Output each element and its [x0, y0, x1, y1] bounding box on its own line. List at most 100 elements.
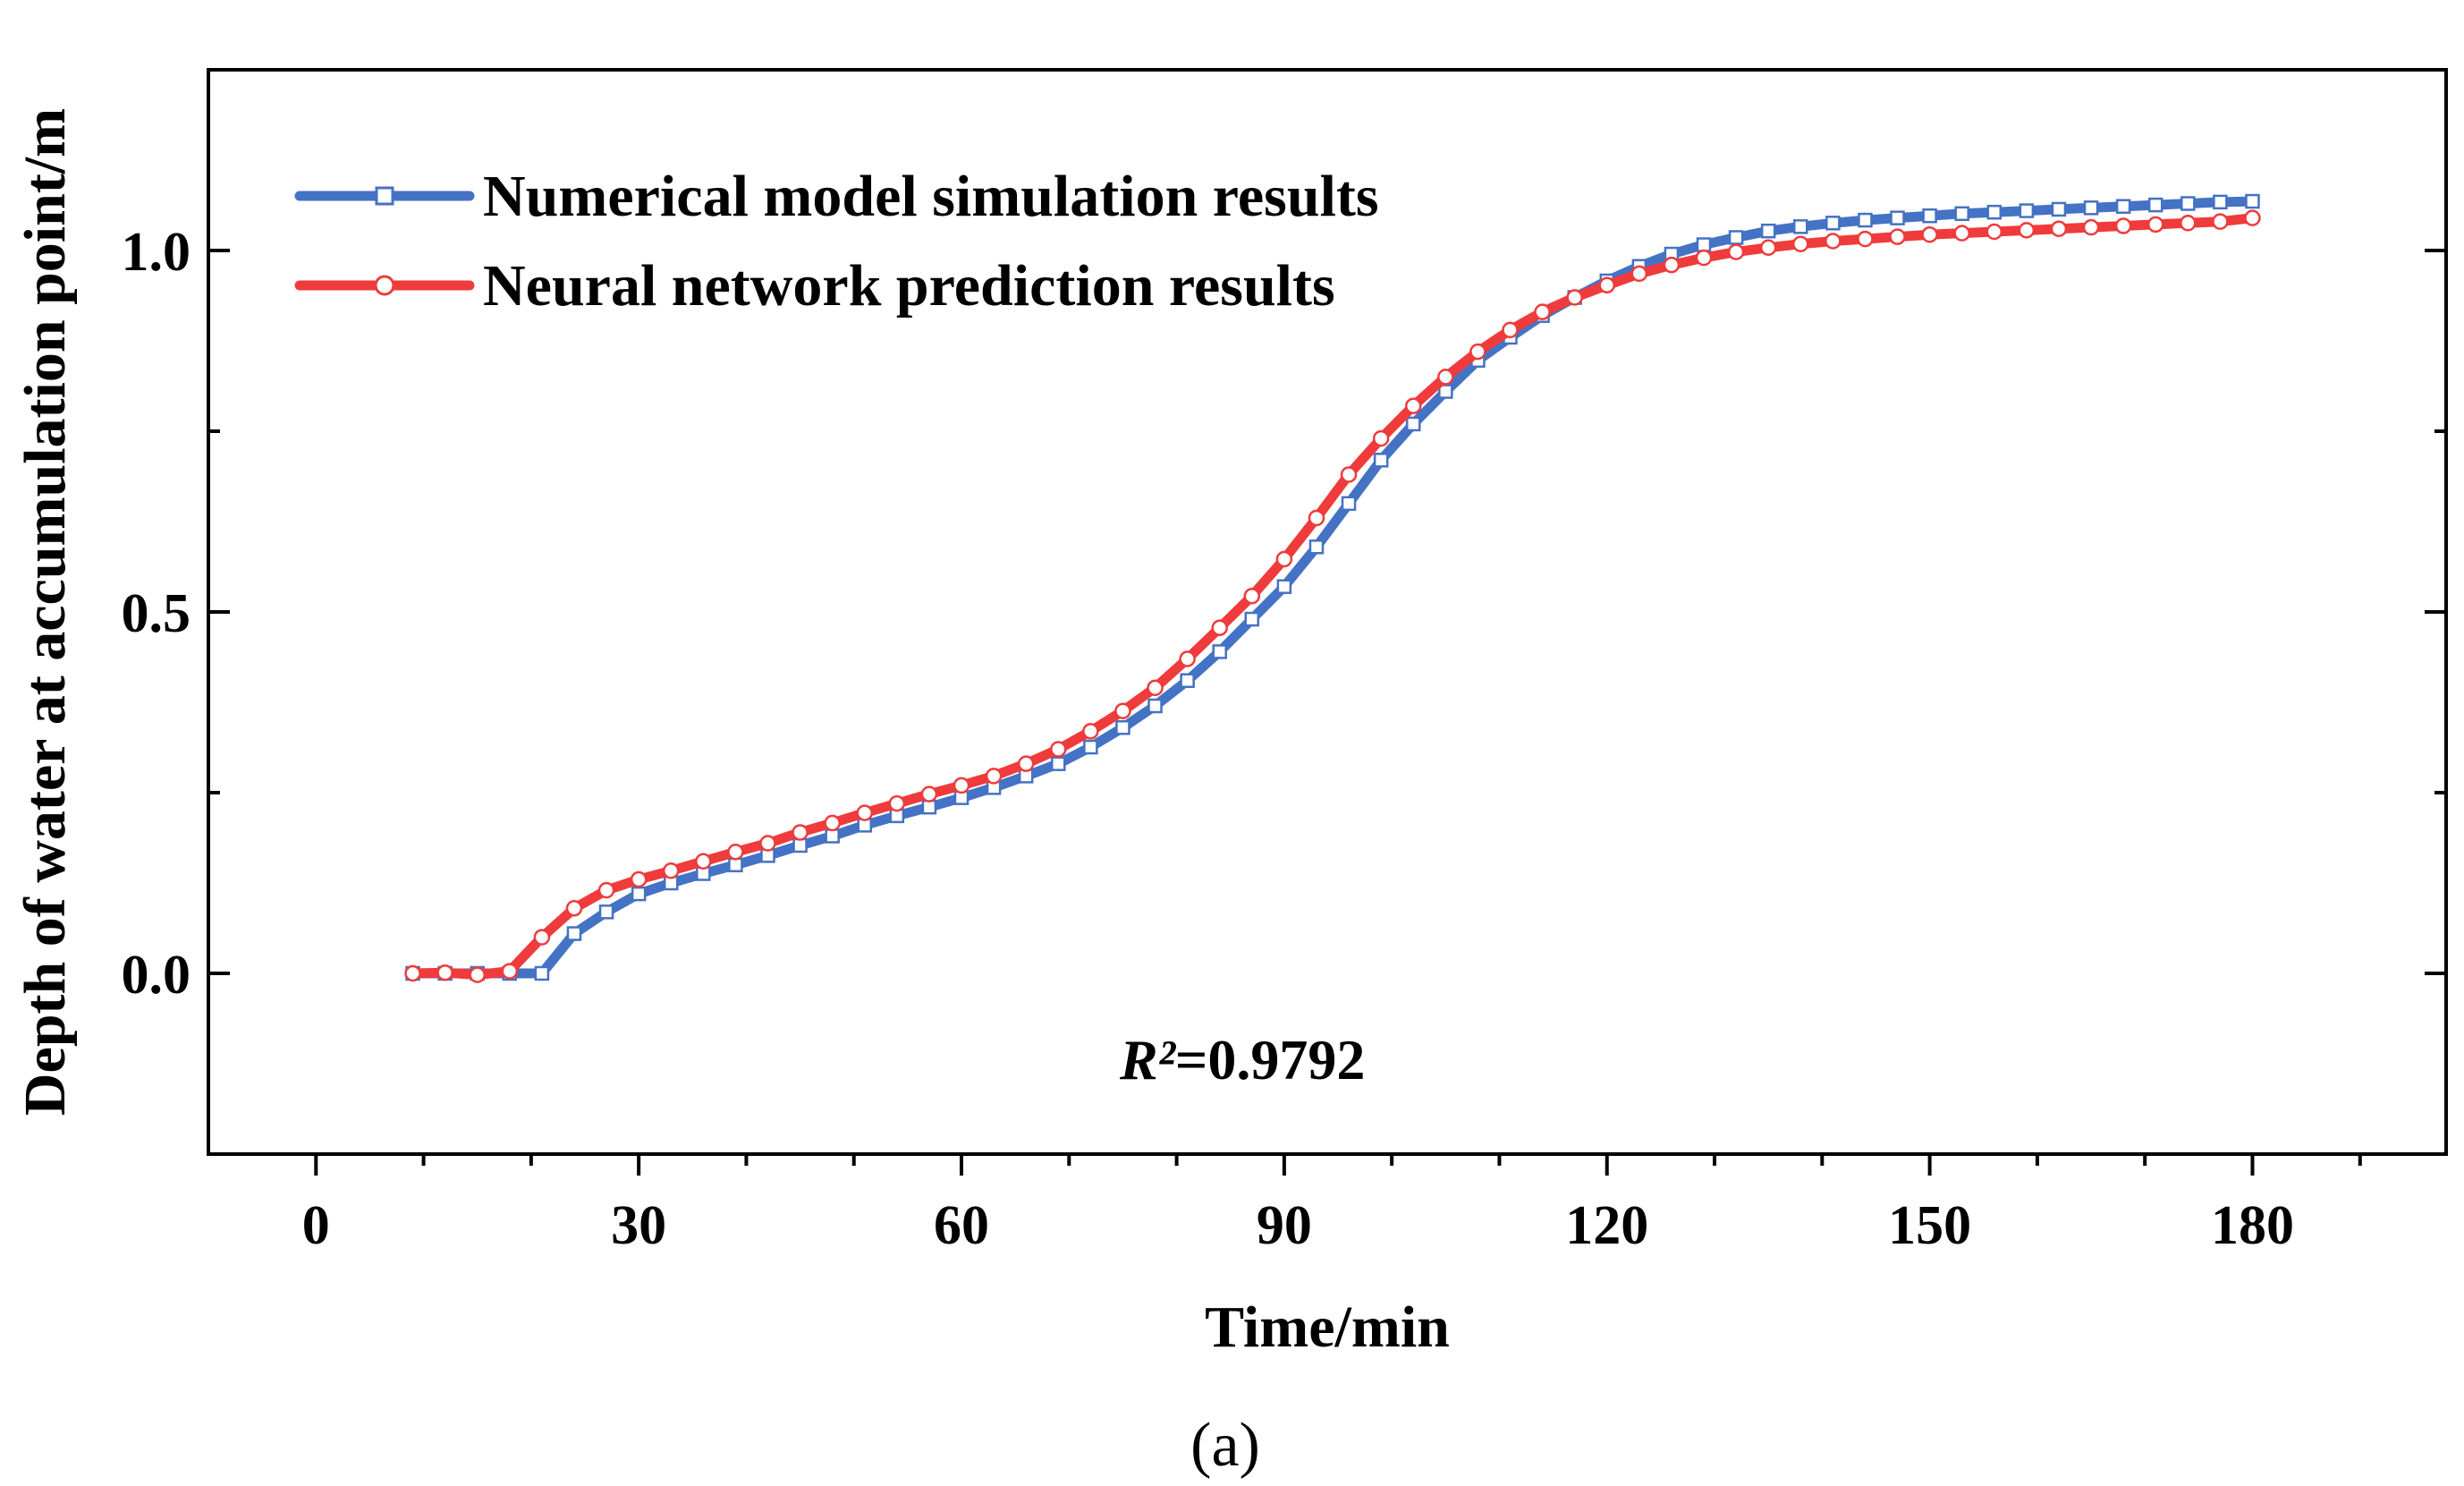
data-point [1114, 702, 1131, 719]
data-point [1534, 303, 1551, 320]
data-point [565, 900, 583, 917]
y-tick-label: 1.0 [122, 222, 191, 283]
x-axis-title: Time/min [1205, 1295, 1450, 1360]
data-point [1083, 739, 1098, 755]
data-point [824, 814, 841, 832]
r-squared-annotation: R²=0.9792 [1119, 1028, 1365, 1091]
data-point [1598, 276, 1615, 294]
r-squared-symbol: R² [1119, 1028, 1177, 1091]
data-point [1760, 223, 1776, 239]
data-point [792, 837, 808, 853]
data-point [1404, 397, 1422, 414]
y-tick-label: 0.0 [122, 945, 191, 1006]
legend-marker-square-icon [375, 186, 394, 206]
x-tick-label: 180 [2211, 1195, 2294, 1256]
data-point [630, 870, 648, 888]
figure-caption: (a) [1190, 1411, 1260, 1480]
data-point [1308, 509, 1325, 527]
data-point [1922, 208, 1937, 224]
data-point [2146, 216, 2164, 234]
data-point [888, 794, 906, 812]
data-point [1792, 235, 1809, 252]
ticks-layer: 0 30 60 90 120 150 180 0.0 0.5 1.0 [122, 222, 2446, 1256]
data-point [1180, 673, 1195, 689]
legend-label-numerical: Numerical model simulation results [483, 164, 1379, 229]
data-point [501, 963, 519, 980]
data-point [2018, 222, 2036, 239]
data-point [1212, 644, 1227, 659]
data-point [404, 964, 421, 982]
data-point [533, 929, 551, 946]
data-point [1340, 466, 1358, 483]
data-point [1759, 239, 1777, 257]
data-point [597, 881, 615, 899]
legend: Numerical model simulation results Neura… [294, 164, 1379, 318]
data-point [1050, 741, 1067, 758]
data-point [2115, 199, 2131, 214]
data-point [1502, 321, 1519, 339]
data-point [953, 777, 970, 794]
series-line [408, 196, 2257, 979]
data-point [1825, 233, 1842, 250]
data-point [1115, 720, 1130, 735]
data-point [921, 799, 937, 815]
data-point [1696, 237, 1712, 252]
data-point [825, 828, 840, 844]
legend-label-neural: Neural network prediction results [483, 253, 1335, 318]
data-point [2180, 196, 2196, 211]
data-point [1986, 204, 2003, 220]
data-point [2051, 201, 2067, 217]
x-tick-label: 30 [611, 1195, 666, 1256]
series-1 [404, 209, 2261, 983]
y-tick-label: 0.5 [122, 583, 191, 644]
data-point [2212, 213, 2229, 230]
series-layer [404, 193, 2261, 983]
data-point [1728, 230, 1744, 245]
data-point [1793, 219, 1808, 234]
data-point [1953, 225, 1970, 242]
data-point [1051, 756, 1066, 771]
data-point [1921, 225, 1938, 243]
data-point [1405, 416, 1421, 432]
data-point [1372, 429, 1390, 447]
data-point [1630, 265, 1648, 283]
x-tick-label: 120 [1565, 1195, 1648, 1256]
data-point [1986, 223, 2003, 241]
data-point [2083, 200, 2099, 216]
data-point [1566, 289, 1583, 306]
legend-entry-neural: Neural network prediction results [294, 253, 1335, 318]
data-point [1243, 587, 1261, 605]
data-point [1244, 611, 1260, 627]
data-point [1890, 210, 1905, 225]
data-point [792, 824, 809, 841]
x-tick-label: 0 [302, 1195, 330, 1256]
data-point [1082, 723, 1099, 740]
x-tick-label: 60 [934, 1195, 989, 1256]
data-point [856, 804, 874, 821]
data-point [1211, 619, 1228, 637]
data-point [631, 886, 647, 902]
data-point [1469, 343, 1486, 361]
data-point [1695, 249, 1713, 267]
data-point [985, 768, 1003, 785]
data-point [662, 862, 680, 879]
data-point [2114, 217, 2132, 234]
series-line [408, 213, 2257, 981]
data-point [2019, 203, 2035, 218]
data-point [2245, 193, 2260, 209]
data-point [695, 853, 712, 870]
data-point [566, 926, 582, 941]
data-point [2180, 215, 2197, 232]
y-axis-title: Depth of water at accumulation point/m [13, 108, 78, 1116]
legend-entry-numerical: Numerical model simulation results [294, 164, 1379, 229]
data-point [2147, 197, 2163, 213]
data-point [1275, 550, 1293, 568]
data-point [1373, 453, 1389, 468]
data-point [2082, 218, 2100, 236]
data-point [1017, 755, 1035, 772]
data-point [1437, 369, 1454, 386]
data-point [1825, 216, 1841, 231]
legend-marker-circle-icon [374, 275, 395, 296]
data-point [2213, 194, 2228, 210]
data-point [534, 965, 550, 981]
